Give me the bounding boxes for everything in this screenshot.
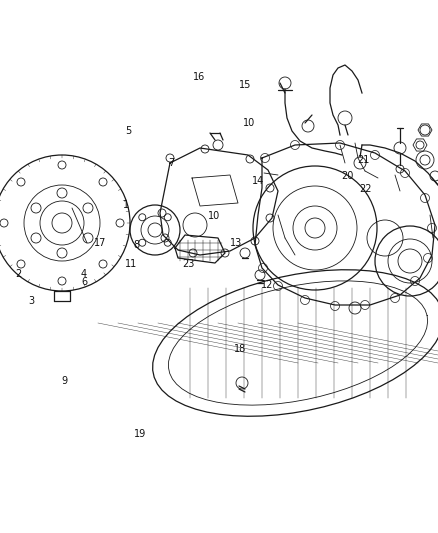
Text: 15: 15 bbox=[239, 80, 251, 90]
Text: 9: 9 bbox=[61, 376, 67, 386]
Text: 19: 19 bbox=[134, 430, 146, 439]
Text: 16: 16 bbox=[193, 72, 205, 82]
Text: 3: 3 bbox=[28, 296, 35, 306]
Text: 22: 22 bbox=[359, 184, 372, 194]
Text: 6: 6 bbox=[81, 278, 87, 287]
Text: 20: 20 bbox=[342, 171, 354, 181]
Text: 2: 2 bbox=[15, 270, 21, 279]
Text: 7: 7 bbox=[169, 158, 175, 167]
Text: 23: 23 bbox=[182, 259, 194, 269]
Text: 14: 14 bbox=[252, 176, 264, 186]
Text: 21: 21 bbox=[357, 155, 369, 165]
Text: 8: 8 bbox=[134, 240, 140, 250]
Text: 11: 11 bbox=[125, 259, 137, 269]
Text: 1: 1 bbox=[123, 200, 129, 210]
Text: 18: 18 bbox=[234, 344, 247, 354]
Text: 5: 5 bbox=[125, 126, 131, 135]
Text: 10: 10 bbox=[208, 211, 220, 221]
Text: 12: 12 bbox=[261, 280, 273, 290]
Text: 13: 13 bbox=[230, 238, 242, 247]
Text: 17: 17 bbox=[94, 238, 106, 247]
Text: 10: 10 bbox=[243, 118, 255, 127]
Text: 4: 4 bbox=[81, 270, 87, 279]
